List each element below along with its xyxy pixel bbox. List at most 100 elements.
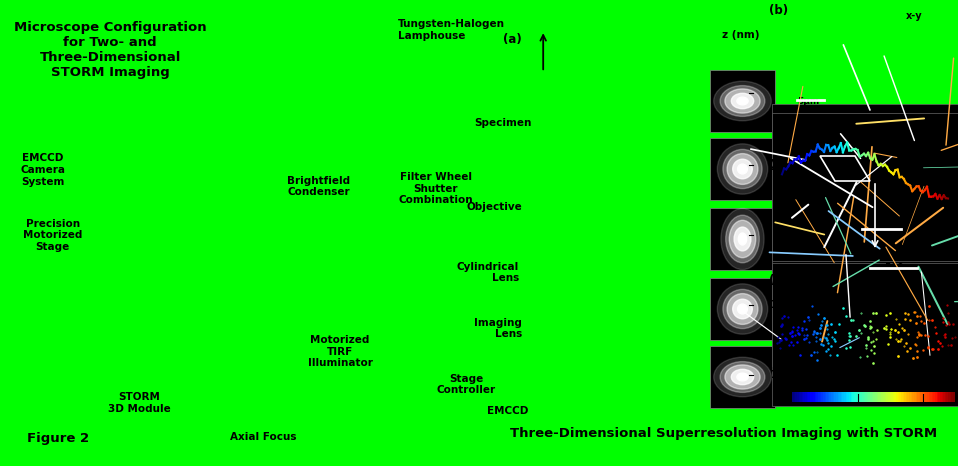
Ellipse shape — [733, 299, 752, 319]
Bar — [948, 392, 949, 402]
Bar — [837, 392, 839, 402]
Bar — [855, 392, 857, 402]
Ellipse shape — [738, 304, 747, 314]
Bar — [891, 392, 893, 402]
Text: EMCCD: EMCCD — [488, 406, 529, 416]
Text: 400: 400 — [754, 88, 776, 98]
Bar — [917, 392, 919, 402]
Bar — [826, 392, 828, 402]
Bar — [902, 392, 904, 402]
Text: -300: -300 — [776, 381, 799, 391]
Bar — [839, 392, 841, 402]
Ellipse shape — [731, 369, 754, 385]
Bar — [860, 392, 862, 402]
Bar — [710, 138, 775, 200]
Text: Motorized
TIRF
Illuminator: Motorized TIRF Illuminator — [308, 335, 373, 369]
Text: Stage
Controller: Stage Controller — [437, 374, 496, 395]
Bar — [792, 392, 793, 402]
Bar — [772, 113, 958, 261]
Bar — [900, 392, 901, 402]
Text: Brightfield
Condenser: Brightfield Condenser — [287, 176, 351, 197]
Bar — [810, 392, 811, 402]
Bar — [867, 392, 869, 402]
Text: 500 nm: 500 nm — [866, 210, 903, 219]
Bar — [800, 392, 802, 402]
Text: x-y: x-y — [784, 163, 800, 173]
Ellipse shape — [720, 86, 764, 116]
Bar — [830, 392, 831, 402]
Bar — [909, 392, 911, 402]
Ellipse shape — [739, 233, 746, 245]
Ellipse shape — [733, 159, 752, 179]
Bar — [879, 392, 881, 402]
Bar — [898, 392, 900, 402]
Bar — [772, 104, 958, 366]
Bar — [921, 392, 923, 402]
Ellipse shape — [718, 144, 767, 194]
Bar — [916, 392, 917, 402]
Bar — [933, 392, 935, 402]
Bar — [820, 392, 821, 402]
Ellipse shape — [721, 208, 764, 270]
Bar — [895, 392, 896, 402]
Bar — [881, 392, 883, 402]
Text: Microscope Configuration
for Two- and
Three-Dimensional
STORM Imaging: Microscope Configuration for Two- and Th… — [13, 21, 207, 79]
Text: 5μm: 5μm — [797, 97, 819, 106]
Text: (c): (c) — [769, 159, 787, 172]
Bar — [951, 392, 953, 402]
Ellipse shape — [727, 294, 758, 324]
Text: 0: 0 — [855, 381, 861, 391]
Text: -400: -400 — [750, 370, 776, 380]
Text: (b): (b) — [769, 4, 788, 17]
Ellipse shape — [714, 357, 771, 397]
Ellipse shape — [714, 81, 771, 121]
Bar — [805, 392, 807, 402]
Ellipse shape — [734, 227, 751, 251]
Ellipse shape — [725, 89, 760, 113]
Bar — [870, 392, 872, 402]
Text: Objective: Objective — [467, 202, 522, 212]
Ellipse shape — [729, 220, 756, 258]
Bar — [919, 392, 921, 402]
Ellipse shape — [720, 362, 764, 392]
Bar — [804, 392, 805, 402]
Bar — [847, 392, 849, 402]
Ellipse shape — [725, 365, 760, 389]
Text: 300: 300 — [913, 381, 932, 391]
Bar — [807, 392, 809, 402]
Ellipse shape — [726, 215, 760, 263]
Bar — [841, 392, 842, 402]
Bar — [937, 392, 939, 402]
Bar — [927, 392, 928, 402]
Bar — [928, 392, 930, 402]
Bar — [907, 392, 909, 402]
Bar — [912, 392, 914, 402]
Bar — [888, 392, 890, 402]
Ellipse shape — [737, 373, 748, 381]
Bar — [945, 392, 947, 402]
Bar — [877, 392, 878, 402]
Bar — [795, 392, 797, 402]
Text: Axial Focus: Axial Focus — [230, 432, 297, 442]
Bar — [831, 392, 833, 402]
Text: Imaging
Lens: Imaging Lens — [474, 318, 522, 339]
Bar — [878, 392, 879, 402]
Bar — [710, 346, 775, 408]
Bar — [875, 392, 877, 402]
Bar — [842, 392, 844, 402]
Text: Figure 2: Figure 2 — [27, 432, 89, 445]
Bar — [816, 392, 818, 402]
Bar — [813, 392, 814, 402]
Bar — [710, 208, 775, 270]
Bar — [825, 392, 826, 402]
Ellipse shape — [723, 150, 763, 189]
Text: (a): (a) — [503, 33, 522, 46]
Bar — [821, 392, 823, 402]
Bar — [834, 392, 836, 402]
Bar — [893, 392, 895, 402]
Ellipse shape — [737, 97, 748, 105]
Text: Precision
Motorized
Stage: Precision Motorized Stage — [23, 219, 82, 252]
Text: z (nm): z (nm) — [721, 30, 760, 40]
Bar — [799, 392, 800, 402]
Bar — [710, 278, 775, 340]
